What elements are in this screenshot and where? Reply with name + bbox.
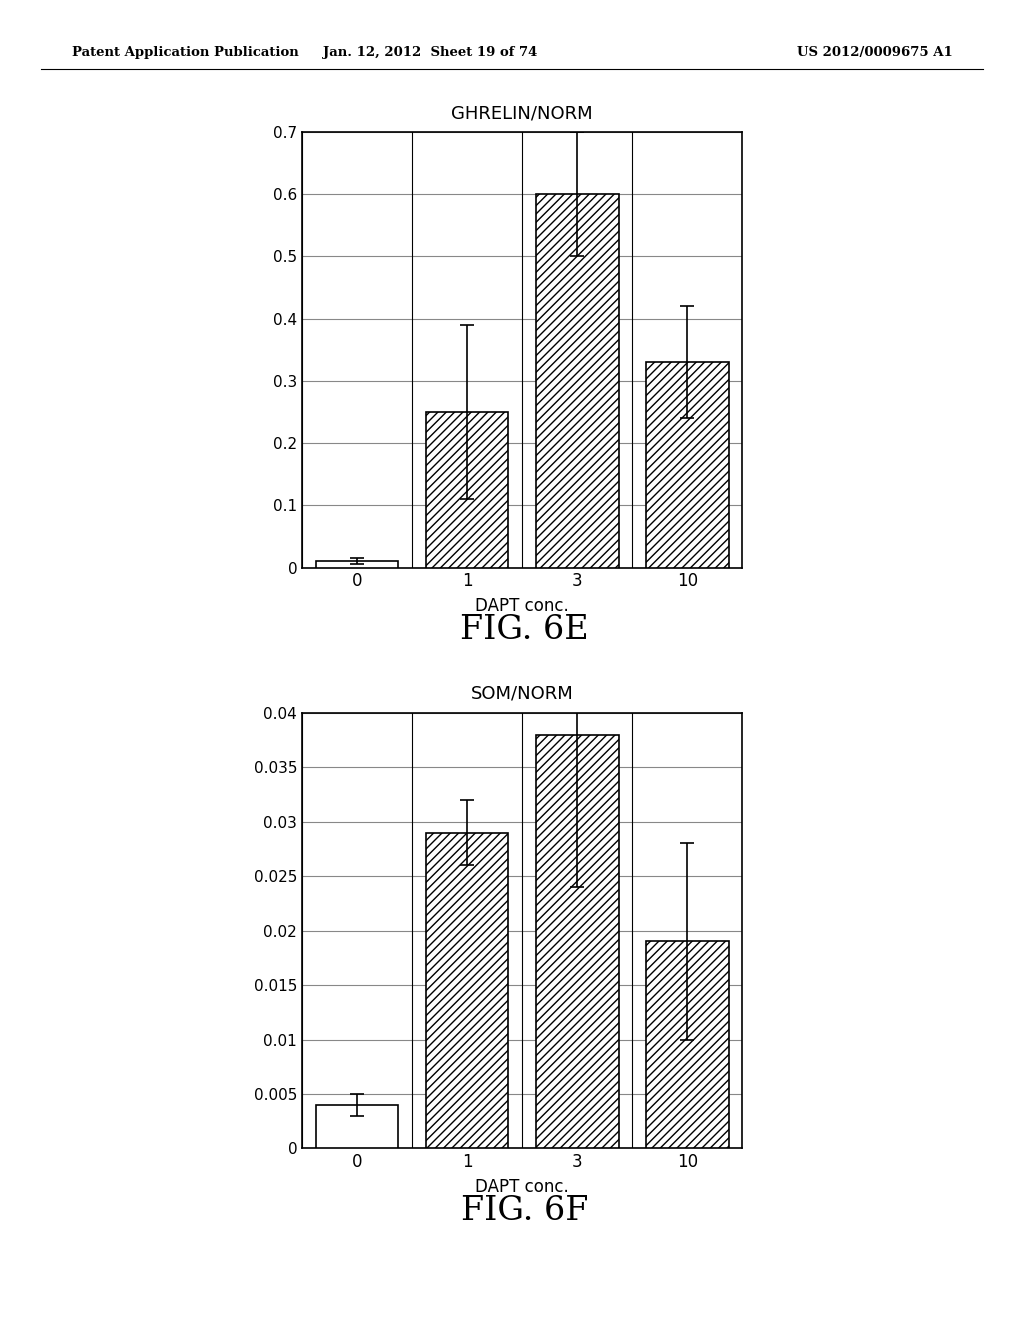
X-axis label: DAPT conc.: DAPT conc. [475, 598, 569, 615]
Bar [536, 734, 618, 1148]
Text: Jan. 12, 2012  Sheet 19 of 74: Jan. 12, 2012 Sheet 19 of 74 [323, 46, 538, 59]
Bar [646, 362, 729, 568]
Bar [315, 1105, 398, 1148]
Title: GHRELIN/NORM: GHRELIN/NORM [452, 104, 593, 123]
Bar [426, 833, 509, 1148]
Bar [315, 561, 398, 568]
Title: SOM/NORM: SOM/NORM [471, 685, 573, 704]
Text: FIG. 6F: FIG. 6F [461, 1195, 588, 1226]
Text: Patent Application Publication: Patent Application Publication [72, 46, 298, 59]
Bar [426, 412, 509, 568]
X-axis label: DAPT conc.: DAPT conc. [475, 1179, 569, 1196]
Text: US 2012/0009675 A1: US 2012/0009675 A1 [797, 46, 952, 59]
Bar [646, 941, 729, 1148]
Bar [536, 194, 618, 568]
Text: FIG. 6E: FIG. 6E [460, 614, 589, 645]
